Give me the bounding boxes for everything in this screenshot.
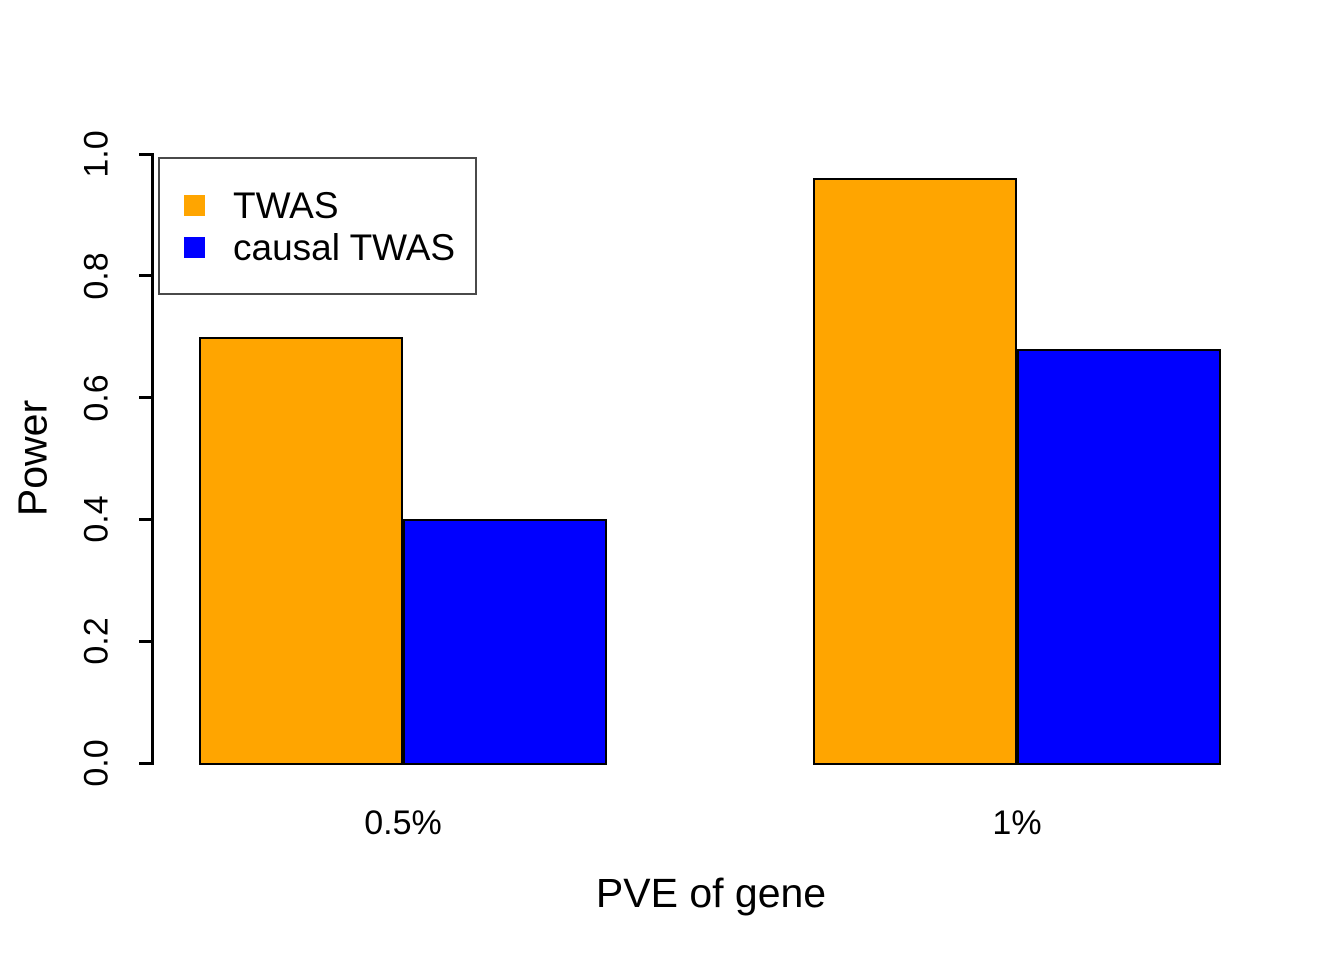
y-axis-line [151, 153, 154, 765]
y-tick-mark [139, 396, 153, 400]
y-tick-mark [139, 152, 153, 156]
y-tick-label: 1.0 [77, 130, 116, 178]
y-tick-mark [139, 274, 153, 278]
y-tick-label: 0.4 [77, 495, 116, 544]
y-tick-mark [139, 517, 153, 521]
legend-swatch-twas [184, 195, 205, 216]
legend-box: TWAS causal TWAS [158, 157, 477, 295]
y-tick-label: 0.2 [77, 617, 116, 665]
y-tick-label: 0.6 [77, 373, 116, 422]
y-axis-title: Power [9, 399, 56, 517]
y-tick-label: 0.8 [77, 252, 116, 300]
legend-item-causal-twas: causal TWAS [184, 229, 455, 266]
legend-item-twas: TWAS [184, 187, 339, 224]
y-tick-label: 0.0 [77, 739, 116, 787]
y-tick-mark [139, 761, 153, 765]
legend-label-twas: TWAS [233, 185, 339, 226]
legend-swatch-causal-twas [184, 237, 205, 258]
bar-twas-1pct [813, 178, 1017, 765]
x-axis-title: PVE of gene [595, 870, 827, 916]
x-category-label-1pct: 1% [992, 804, 1042, 842]
x-category-label-0.5pct: 0.5% [364, 804, 442, 842]
bar-causal-twas-1pct [1017, 348, 1221, 765]
bar-twas-0.5pct [199, 336, 403, 765]
bar-causal-twas-0.5pct [403, 519, 607, 765]
y-tick-mark [139, 639, 153, 643]
legend-label-causal-twas: causal TWAS [233, 227, 456, 268]
